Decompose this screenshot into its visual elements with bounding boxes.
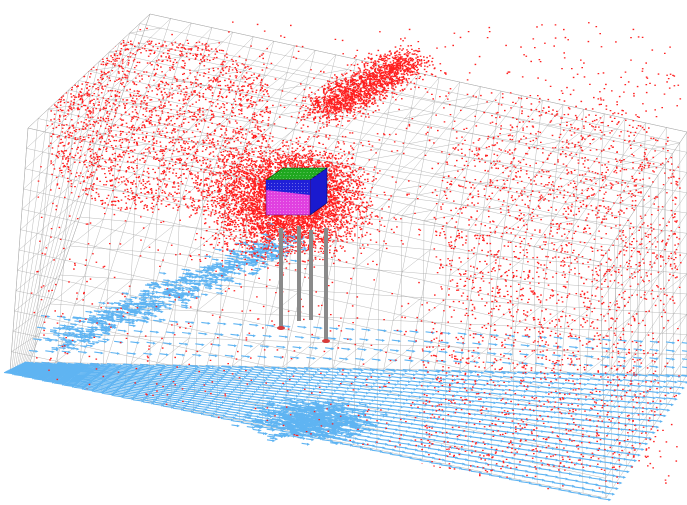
base-displacement-arrows [3,222,687,502]
pile-tip-4 [322,339,330,343]
pile-group[interactable] [277,226,330,343]
pile-1[interactable] [279,228,283,328]
pile-4[interactable] [324,228,328,341]
pile-3[interactable] [309,230,313,320]
pile-tip-1 [277,326,285,330]
pile-2[interactable] [297,226,301,321]
pile-cap-block[interactable] [265,167,328,216]
